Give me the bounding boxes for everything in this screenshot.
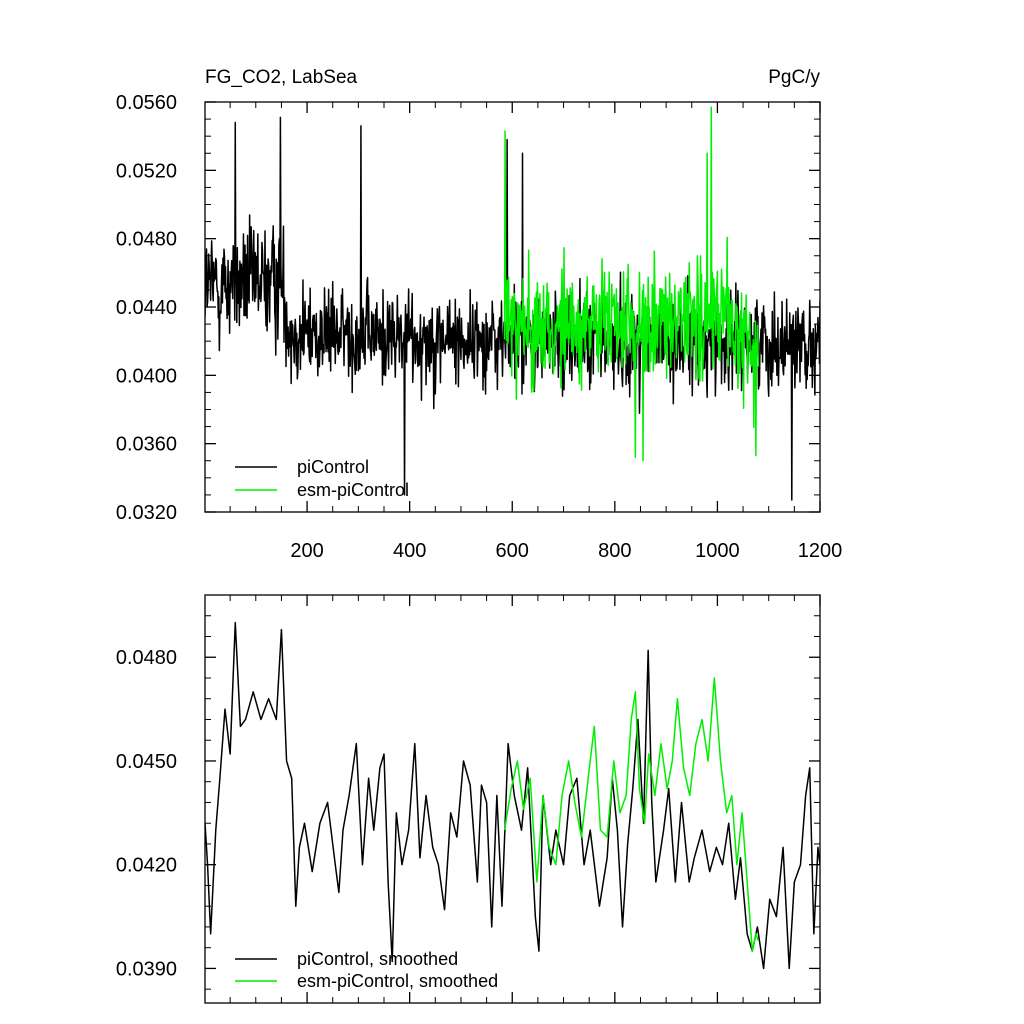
- top-axes: 200 400 600 800 1000 1200 0.0320 0.0360 0.0400 0.…: [116, 92, 842, 562]
- x-tick-label: 1000: [695, 540, 740, 562]
- y-tick-label: 0.0360: [116, 434, 177, 456]
- series-line-esm-picontrol-smoothed: [503, 677, 760, 952]
- legend-label: piControl, smoothed: [297, 949, 458, 969]
- y-tick-label: 0.0400: [116, 365, 177, 387]
- legend-label: esm-piControl: [297, 480, 409, 500]
- top-legend: piControl esm-piControl: [235, 457, 409, 500]
- legend-label: piControl: [297, 457, 369, 477]
- y-tick-label: 0.0480: [116, 647, 177, 669]
- y-tick-label: 0.0450: [116, 751, 177, 773]
- plot-title-left: FG_CO2, LabSea: [205, 67, 358, 88]
- x-tick-label: 400: [393, 540, 426, 562]
- series-line-esm-picontrol: [503, 106, 760, 462]
- y-tick-label: 0.0390: [116, 958, 177, 980]
- x-tick-label: 1200: [798, 540, 843, 562]
- y-tick-label: 0.0520: [116, 160, 177, 182]
- plot-title-right: PgC/y: [768, 67, 820, 88]
- legend-label: esm-piControl, smoothed: [297, 971, 498, 991]
- y-tick-label: 0.0320: [116, 502, 177, 524]
- y-tick-label: 0.0420: [116, 855, 177, 877]
- y-tick-label: 0.0560: [116, 92, 177, 114]
- top-series-group: [205, 106, 820, 501]
- x-tick-label: 600: [496, 540, 529, 562]
- top-panel: 200 400 600 800 1000 1200 0.0320 0.0360 0.0400 0.…: [116, 92, 842, 562]
- y-tick-label: 0.0440: [116, 297, 177, 319]
- bottom-plot-frame: [204, 594, 821, 1004]
- bottom-panel: 0.0390 0.0420 0.0450 0.0480 piControl, smoo…: [116, 594, 821, 1004]
- bottom-series-group: [205, 621, 820, 970]
- series-line-picontrol-smoothed: [205, 621, 820, 970]
- bottom-axes: 0.0390 0.0420 0.0450 0.0480: [116, 594, 821, 1003]
- x-tick-label: 200: [290, 540, 323, 562]
- y-tick-label: 0.0480: [116, 229, 177, 251]
- x-tick-label: 800: [598, 540, 631, 562]
